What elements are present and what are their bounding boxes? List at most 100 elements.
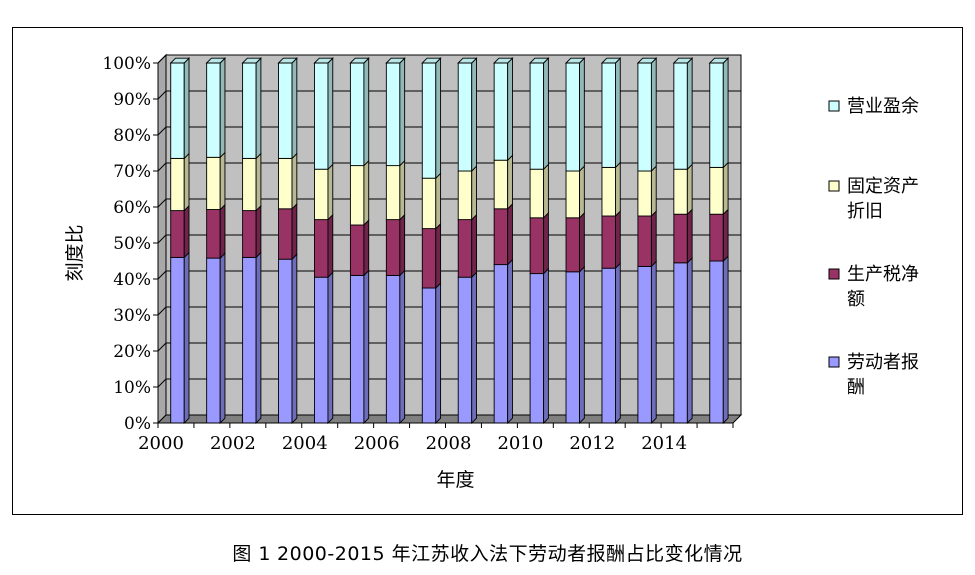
figure-caption: 图 1 2000-2015 年江苏收入法下劳动者报酬占比变化情况: [0, 539, 975, 566]
bar-top-cap: [169, 57, 191, 64]
bar-segment: [565, 217, 580, 273]
bar-segment-side: [363, 159, 370, 227]
bar-segment-side: [327, 213, 334, 279]
bar-segment-side: [615, 210, 621, 270]
legend-item: 劳动者报酬: [828, 352, 919, 398]
bar-segment: [673, 262, 688, 424]
bar-segment-side: [507, 258, 513, 425]
legend-label: 酬: [847, 377, 865, 398]
bar-segment-side: [579, 265, 585, 425]
bar-segment-side: [543, 211, 549, 275]
bar-segment-side: [579, 57, 585, 173]
gridline-side: [157, 90, 167, 100]
x-axis-title: 年度: [436, 469, 474, 491]
bar-segment: [170, 62, 185, 159]
y-tick-label: 60%: [113, 198, 151, 218]
bar-segment-side: [686, 208, 693, 264]
bar-segment: [242, 62, 257, 159]
bar-segment-side: [543, 57, 549, 171]
legend-label: 营业盈余: [847, 96, 919, 117]
bar-segment-side: [255, 251, 262, 425]
bar-segment: [421, 177, 437, 230]
bar-segment-side: [615, 262, 621, 425]
bar-segment-side: [507, 202, 513, 266]
bar-segment: [601, 62, 616, 168]
bar-segment: [565, 170, 580, 219]
bar-segment-side: [471, 165, 477, 221]
bar-segment: [637, 265, 652, 424]
bar-segment-side: [399, 159, 406, 221]
y-tick-label: 30%: [113, 306, 151, 326]
bar-segment-side: [579, 165, 585, 219]
bar-top-cap: [708, 57, 730, 64]
x-tick-label: 2004: [282, 433, 328, 454]
bar-segment: [457, 219, 473, 278]
bar-top-cap: [493, 57, 514, 64]
bar-segment: [637, 62, 652, 172]
bar-segment: [385, 274, 401, 424]
gridline-side: [157, 54, 167, 64]
bar-segment-side: [183, 152, 190, 212]
y-tick-label: 20%: [113, 342, 151, 362]
bar-segment-side: [363, 269, 370, 425]
bar-segment-side: [722, 255, 729, 425]
bar-segment: [278, 208, 293, 260]
bar-segment-side: [363, 219, 370, 277]
bar-segment: [565, 271, 580, 424]
bar-segment: [709, 213, 724, 262]
gridline-side: [157, 342, 167, 352]
bar-segment-side: [399, 269, 406, 425]
bar-segment: [170, 157, 185, 212]
bar-segment-side: [219, 203, 226, 260]
legend-swatch: [828, 268, 840, 280]
bar-top-cap: [421, 57, 442, 64]
bar-segment-side: [471, 213, 477, 279]
caption-prefix: 图 1: [232, 543, 272, 565]
y-tick-label: 10%: [113, 378, 151, 398]
legend-label: 固定资产: [847, 176, 919, 197]
bar-segment-side: [219, 252, 226, 425]
chart-frame: 0% 10% 20% 30% 40% 50% 60% 70% 80% 90% 100% 2000 200…: [12, 27, 963, 515]
bar-segment-side: [650, 57, 657, 173]
bar-top-cap: [277, 57, 298, 64]
bar-top-cap: [529, 57, 550, 64]
bar-top-cap: [564, 57, 586, 64]
bar-segment: [709, 260, 724, 424]
bar-segment: [206, 156, 221, 210]
bar-top-cap: [600, 57, 622, 64]
bar-top-cap: [672, 57, 694, 64]
bar-segment-side: [183, 204, 190, 259]
bar-segment: [529, 217, 545, 275]
bar-segment: [493, 62, 509, 161]
bar-segment: [349, 62, 365, 167]
bar-segment: [529, 62, 545, 170]
x-tick-label: 2002: [210, 433, 256, 454]
y-axis-title: 刻度比: [64, 224, 86, 281]
bar-segment-side: [722, 208, 729, 263]
bar-segment-side: [722, 161, 729, 216]
bar-segment: [242, 157, 257, 212]
bar-segment: [457, 170, 473, 221]
bar-segment: [457, 62, 473, 172]
y-tick-label: 0%: [124, 414, 151, 434]
bar-segment-side: [435, 222, 442, 290]
bar-segment-side: [650, 210, 657, 268]
gridline-side: [157, 234, 167, 244]
x-tick-label: 2012: [569, 433, 615, 454]
bar-top-cap: [385, 57, 406, 64]
bar-segment-side: [255, 152, 262, 212]
bar-segment-side: [183, 57, 190, 160]
legend-swatch: [828, 356, 840, 368]
bar-segment: [206, 209, 221, 259]
bar-segment: [314, 219, 329, 278]
x-tick-label: 2010: [497, 433, 543, 454]
bar-segment-side: [291, 253, 298, 425]
bar-segment: [421, 287, 437, 424]
bar-segment-side: [435, 282, 442, 425]
bar-top-cap: [313, 57, 334, 64]
gridline-side: [157, 270, 167, 280]
bar-segment-side: [291, 152, 298, 210]
bar-segment-side: [435, 57, 442, 180]
bar-segment: [206, 62, 221, 158]
bar-top-cap: [457, 57, 478, 64]
